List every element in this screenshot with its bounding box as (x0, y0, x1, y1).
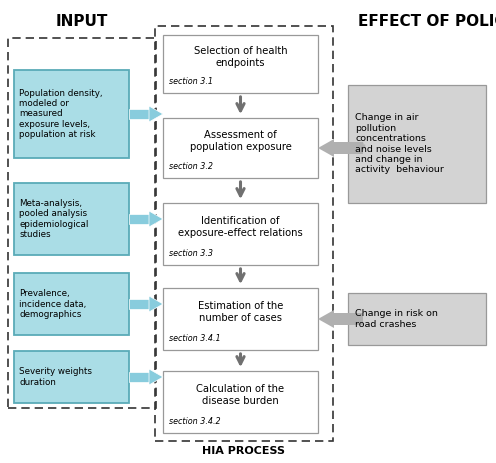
Polygon shape (149, 211, 163, 227)
Text: Estimation of the
number of cases: Estimation of the number of cases (198, 301, 283, 323)
Text: EFFECT OF POLIC: EFFECT OF POLIC (358, 14, 496, 30)
Bar (129, 372, 149, 382)
Text: Meta-analysis,
pooled analysis
epidemiological
studies: Meta-analysis, pooled analysis epidemiol… (19, 199, 88, 239)
Polygon shape (149, 369, 163, 385)
Polygon shape (318, 310, 334, 328)
Bar (163, 203, 318, 265)
Text: Change in risk on
road crashes: Change in risk on road crashes (355, 309, 438, 329)
Bar (14, 273, 129, 335)
Text: Population density,
modeled or
measured
exposure levels,
population at risk: Population density, modeled or measured … (19, 89, 103, 139)
Text: HIA PROCESS: HIA PROCESS (202, 446, 286, 456)
Bar (129, 214, 149, 224)
Bar (348, 85, 486, 203)
Text: Severity weights
duration: Severity weights duration (19, 367, 92, 387)
Text: section 3.3: section 3.3 (169, 249, 213, 258)
Text: Identification of
exposure-effect relations: Identification of exposure-effect relati… (178, 216, 303, 238)
Bar (163, 118, 318, 178)
Bar (129, 299, 149, 309)
Text: section 3.1: section 3.1 (169, 77, 213, 86)
Text: section 3.2: section 3.2 (169, 162, 213, 171)
Text: Selection of health
endpoints: Selection of health endpoints (193, 46, 287, 68)
Text: Prevalence,
incidence data,
demographics: Prevalence, incidence data, demographics (19, 289, 86, 319)
Bar (129, 109, 149, 119)
Bar (8, 38, 156, 408)
Text: section 3.4.1: section 3.4.1 (169, 334, 221, 343)
Bar (163, 35, 318, 93)
Text: Change in air
pollution
concentrations
and noise levels
and change in
activity  : Change in air pollution concentrations a… (355, 113, 444, 175)
Text: Assessment of
population exposure: Assessment of population exposure (189, 130, 292, 152)
Bar (348, 293, 486, 345)
Bar (334, 142, 363, 154)
Polygon shape (149, 106, 163, 122)
Text: INPUT: INPUT (56, 14, 108, 30)
Polygon shape (149, 296, 163, 312)
Bar (155, 26, 333, 441)
Bar (163, 371, 318, 433)
Bar (14, 70, 129, 158)
Bar (163, 288, 318, 350)
Bar (14, 351, 129, 403)
Polygon shape (318, 139, 334, 157)
Text: section 3.4.2: section 3.4.2 (169, 417, 221, 426)
Bar (334, 313, 363, 325)
Bar (14, 183, 129, 255)
Text: Calculation of the
disease burden: Calculation of the disease burden (196, 384, 285, 406)
